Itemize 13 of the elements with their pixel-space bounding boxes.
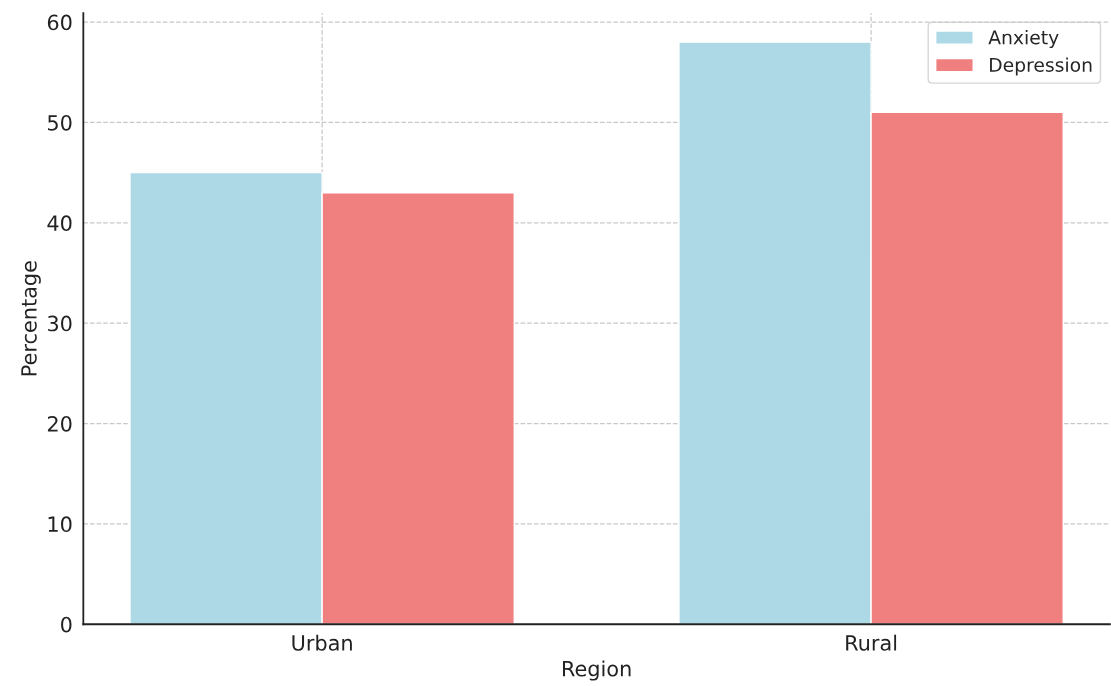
y-tick-label: 40	[47, 215, 72, 232]
y-tick-label: 30	[47, 315, 72, 332]
y-tick-label: 60	[47, 14, 72, 31]
y-tick-label: 0	[61, 616, 72, 633]
legend-label: Depression	[990, 57, 1092, 76]
y-axis-title: Percentage	[21, 261, 41, 376]
y-tick-label: 10	[48, 516, 72, 533]
y-tick-label: 50	[48, 114, 72, 131]
legend-label: Anxiety	[988, 29, 1059, 49]
x-axis-title: Region	[562, 660, 631, 681]
x-tick-label: Urban	[292, 634, 352, 651]
x-tick-label: Rural	[846, 634, 897, 651]
y-tick-label: 20	[47, 415, 72, 432]
